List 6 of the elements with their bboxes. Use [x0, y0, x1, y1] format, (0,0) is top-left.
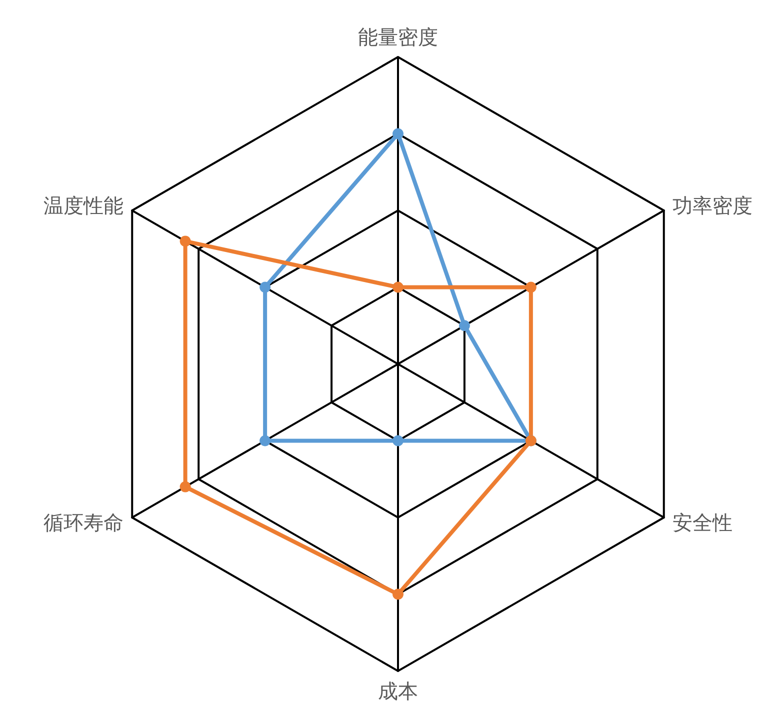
spoke-label: 安全性 — [672, 510, 733, 534]
spoke-label: 温度性能 — [43, 194, 124, 218]
spoke-label: 循环寿命 — [43, 510, 124, 534]
spoke-label: 能量密度 — [358, 25, 438, 49]
spoke-label: 成本 — [378, 679, 418, 703]
spoke-label: 功率密度 — [672, 194, 753, 218]
